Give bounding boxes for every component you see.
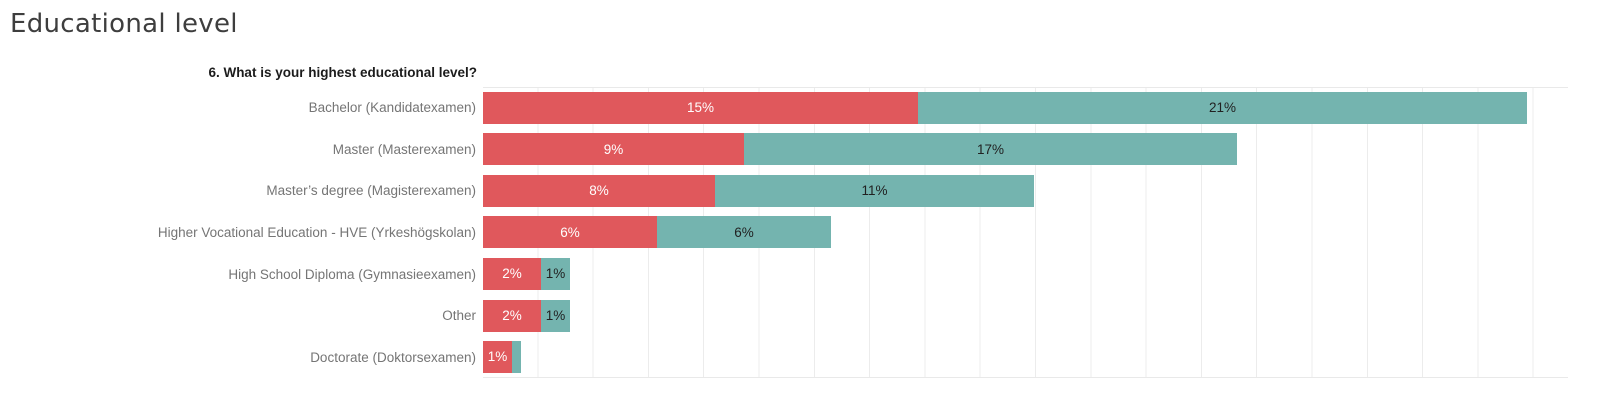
bar-segments: 2% 1%	[483, 299, 1600, 332]
chart-question-label: 6. What is your highest educational leve…	[208, 65, 477, 80]
category-label[interactable]: Master’s degree (Magisterexamen)	[266, 183, 476, 199]
bar-segments: 2% 1%	[483, 258, 1600, 291]
bar-value-label: 21%	[1208, 100, 1237, 116]
bar-segment-teal-series[interactable]: 1%	[541, 299, 570, 332]
bar-segment-teal-series[interactable]: 21%	[918, 91, 1527, 124]
page-title: Educational level	[10, 9, 238, 39]
bar-segment-red-series[interactable]: 15%	[483, 91, 918, 124]
bar-segment-teal-series[interactable]: 6%	[657, 216, 831, 249]
bar-segments: 8% 11%	[483, 174, 1600, 207]
bar-segment-red-series[interactable]: 2%	[483, 299, 541, 332]
bar-segment-red-series[interactable]: 9%	[483, 133, 744, 166]
bar-value-label: 9%	[603, 141, 624, 157]
bar-segment-teal-series[interactable]	[512, 341, 521, 374]
bar-value-label: 17%	[976, 141, 1005, 157]
stacked-bar-chart: Bachelor (Kandidatexamen) 15% 21% Master (M…	[0, 87, 1600, 378]
bar-value-label: 2%	[502, 266, 522, 282]
bar-segment-red-series[interactable]: 6%	[483, 216, 657, 249]
bar-row: Bachelor (Kandidatexamen) 15% 21%	[0, 87, 1600, 129]
bar-value-label: 1%	[487, 349, 508, 365]
bar-value-label: 15%	[686, 100, 715, 116]
bar-row: High School Diploma (Gymnasieexamen) 2% 1%	[0, 253, 1600, 295]
bar-segments: 6% 6%	[483, 216, 1600, 249]
bar-value-label: 2%	[502, 307, 522, 323]
bar-value-label: 6%	[560, 224, 580, 240]
bar-row: Master (Masterexamen) 9% 17%	[0, 129, 1600, 171]
bar-segments: 15% 21%	[483, 91, 1600, 124]
bar-value-label: 6%	[734, 224, 754, 240]
bar-segment-teal-series[interactable]: 17%	[744, 133, 1237, 166]
bar-segments: 1%	[483, 341, 1600, 374]
bar-value-label: 1%	[545, 307, 566, 323]
category-label[interactable]: Other	[442, 308, 476, 324]
bar-segments: 9% 17%	[483, 133, 1600, 166]
bar-segment-red-series[interactable]: 2%	[483, 258, 541, 291]
bar-segment-teal-series[interactable]: 1%	[541, 258, 570, 291]
category-label[interactable]: Master (Masterexamen)	[332, 141, 476, 157]
category-label[interactable]: Doctorate (Doktorsexamen)	[310, 349, 476, 365]
bar-row: Doctorate (Doktorsexamen) 1%	[0, 336, 1600, 378]
bar-segment-teal-series[interactable]: 11%	[715, 174, 1034, 207]
category-label[interactable]: High School Diploma (Gymnasieexamen)	[228, 266, 476, 282]
bar-value-label: 8%	[589, 183, 609, 199]
category-label[interactable]: Higher Vocational Education - HVE (Yrkes…	[157, 224, 476, 240]
category-label[interactable]: Bachelor (Kandidatexamen)	[308, 100, 476, 116]
bar-row: Other 2% 1%	[0, 295, 1600, 337]
bar-value-label: 11%	[861, 183, 888, 199]
bar-row: Master’s degree (Magisterexamen) 8% 11%	[0, 170, 1600, 212]
bar-value-label: 1%	[545, 266, 566, 282]
bar-segment-red-series[interactable]: 1%	[483, 341, 512, 374]
bar-row: Higher Vocational Education - HVE (Yrkes…	[0, 212, 1600, 254]
bar-segment-red-series[interactable]: 8%	[483, 174, 715, 207]
